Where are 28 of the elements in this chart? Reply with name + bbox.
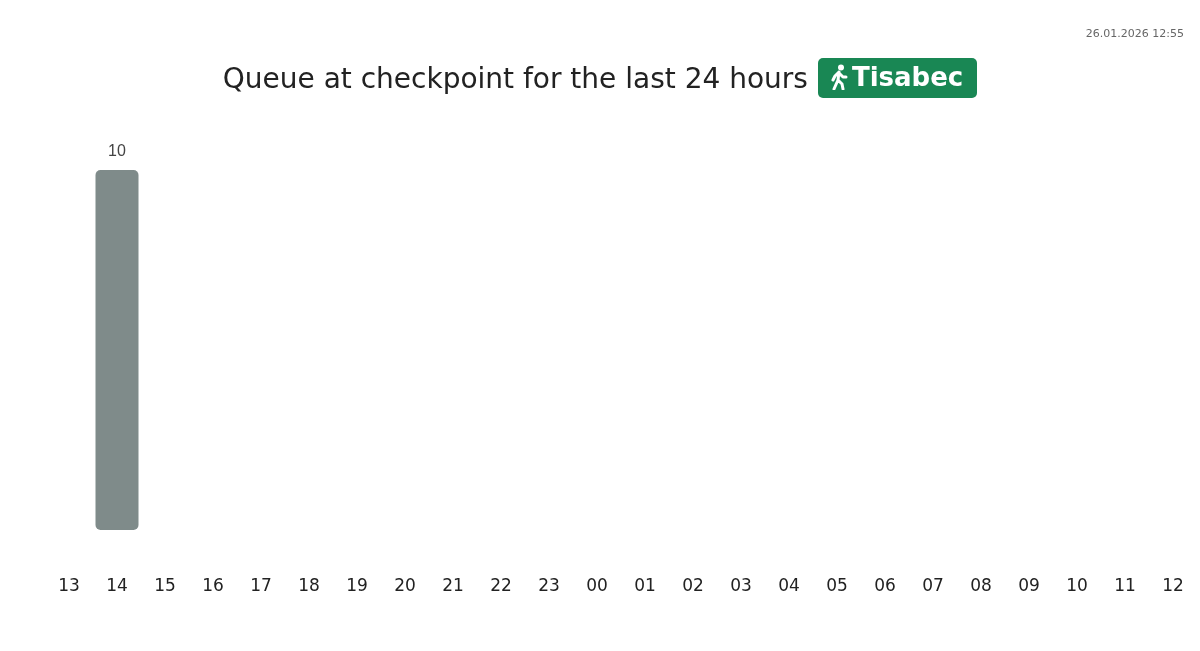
x-tick-label: 06 [874, 574, 896, 595]
x-tick-label: 21 [442, 574, 464, 595]
x-tick-label: 08 [970, 574, 992, 595]
x-tick-label: 16 [202, 574, 224, 595]
x-tick-label: 15 [154, 574, 176, 595]
chart-subtitle: Tisabec [851, 62, 964, 92]
x-tick-label: 01 [634, 574, 656, 595]
x-tick-label: 17 [250, 574, 272, 595]
x-tick-label: 00 [586, 574, 608, 595]
x-tick-label: 20 [394, 574, 416, 595]
text: 26.01.2026 12:55 [1085, 27, 1184, 40]
x-tick-label: 11 [1114, 574, 1136, 595]
x-tick-label: 05 [826, 574, 848, 595]
x-tick-label: 12 [1162, 574, 1184, 595]
x-tick-label: 04 [778, 574, 800, 595]
x-tick-label: 03 [730, 574, 752, 595]
x-tick-label: 19 [346, 574, 368, 595]
x-tick-label: 07 [922, 574, 944, 595]
chart-title: Queue at checkpoint for the last 24 hours [222, 61, 808, 95]
x-tick-label: 10 [1066, 574, 1088, 595]
x-tick-label: 14 [106, 574, 128, 595]
x-tick-label: 13 [58, 574, 80, 595]
x-tick-label: 23 [538, 574, 560, 595]
data-label: 10 [108, 141, 126, 159]
x-tick-label: 02 [682, 574, 704, 595]
x-tick-label: 22 [490, 574, 512, 595]
x-tick-label: 18 [298, 574, 320, 595]
x-tick-label: 09 [1018, 574, 1040, 595]
